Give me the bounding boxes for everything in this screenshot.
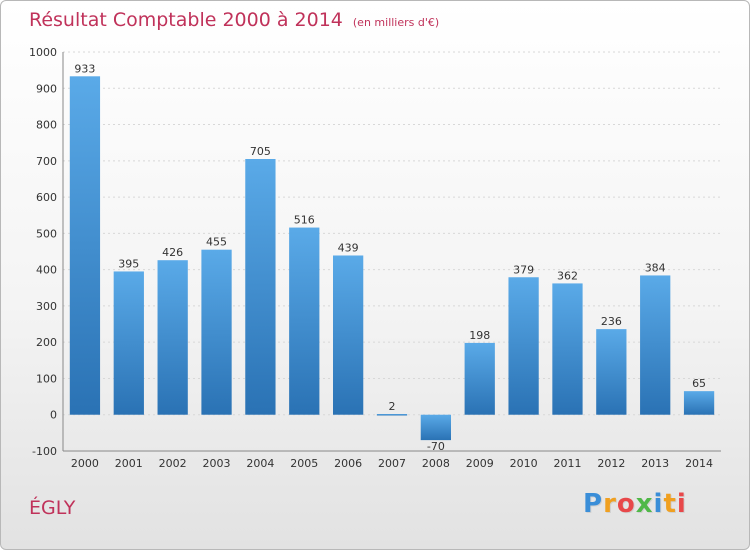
y-tick-label: 800 xyxy=(36,119,57,132)
bar xyxy=(201,249,232,415)
y-tick-label: 700 xyxy=(36,155,57,168)
data-label: -70 xyxy=(427,440,445,453)
logo-letter: i xyxy=(676,489,687,519)
bar xyxy=(245,159,276,415)
x-tick-label: 2011 xyxy=(553,457,581,470)
data-label: 439 xyxy=(338,241,359,254)
logo-letter: r xyxy=(603,489,617,519)
y-tick-label: 1000 xyxy=(29,46,57,59)
x-tick-label: 2007 xyxy=(378,457,406,470)
bar xyxy=(332,255,364,415)
data-label: 65 xyxy=(692,377,706,390)
bar xyxy=(640,275,671,415)
y-tick-label: 0 xyxy=(50,409,57,422)
logo-letter: o xyxy=(616,489,636,519)
logo-letter: x xyxy=(635,489,654,519)
bar xyxy=(289,227,320,415)
x-tick-label: 2003 xyxy=(203,457,231,470)
x-tick-label: 2009 xyxy=(466,457,494,470)
commune-name: ÉGLY xyxy=(29,497,76,519)
bar xyxy=(376,414,408,416)
chart-title: Résultat Comptable 2000 à 2014 (en millie… xyxy=(29,9,439,31)
y-tick-label: 900 xyxy=(36,82,57,95)
bar xyxy=(552,283,583,415)
data-label: 362 xyxy=(557,269,578,282)
x-tick-label: 2002 xyxy=(159,457,187,470)
y-tick-label: 100 xyxy=(36,372,57,385)
data-label: 379 xyxy=(513,263,534,276)
data-label: 426 xyxy=(162,246,183,259)
x-tick-label: 2006 xyxy=(334,457,362,470)
bar xyxy=(420,414,452,441)
x-tick-label: 2000 xyxy=(71,457,99,470)
x-tick-label: 2014 xyxy=(685,457,713,470)
x-tick-label: 2008 xyxy=(422,457,450,470)
x-tick-label: 2005 xyxy=(290,457,318,470)
y-axis: -100 0 100 200 300 400 500 600 700 800 900 1000 xyxy=(29,46,721,458)
logo-letter: t xyxy=(663,489,677,519)
logo-letter: i xyxy=(653,489,664,519)
data-labels: 933 395 426 455 705 516 439 2 -70 198 379 362 236 384… xyxy=(74,62,706,453)
y-tick-label: 400 xyxy=(36,264,57,277)
data-label: 933 xyxy=(74,62,95,75)
x-tick-label: 2010 xyxy=(510,457,538,470)
bar xyxy=(113,271,144,415)
logo-letter: P xyxy=(583,489,604,519)
bar xyxy=(508,277,539,415)
y-tick-label: 300 xyxy=(36,300,57,313)
x-tick-label: 2001 xyxy=(115,457,143,470)
x-tick-label: 2004 xyxy=(246,457,274,470)
y-tick-label: -100 xyxy=(32,445,57,458)
bar xyxy=(596,329,627,415)
bar xyxy=(464,342,495,415)
x-axis-ticks: 2000 2001 2002 2003 2004 2005 2006 2007 2008 2009… xyxy=(71,457,713,470)
data-label: 395 xyxy=(118,257,139,270)
bars xyxy=(69,76,715,441)
chart-unit: (en milliers d'€) xyxy=(352,16,440,29)
bar xyxy=(157,260,188,415)
chart-title-text: Résultat Comptable 2000 à 2014 xyxy=(29,9,343,31)
data-label: 705 xyxy=(250,145,271,158)
proxiti-logo[interactable]: Proxiti xyxy=(583,489,687,519)
bar xyxy=(683,391,715,415)
y-tick-label: 500 xyxy=(36,227,57,240)
data-label: 516 xyxy=(294,214,315,227)
data-label: 2 xyxy=(389,400,396,413)
y-tick-label: 200 xyxy=(36,336,57,349)
x-tick-label: 2013 xyxy=(641,457,669,470)
data-label: 384 xyxy=(645,261,666,274)
y-tick-label: 600 xyxy=(36,191,57,204)
x-tick-label: 2012 xyxy=(597,457,625,470)
data-label: 455 xyxy=(206,236,227,249)
bar xyxy=(69,76,101,415)
data-label: 236 xyxy=(601,315,622,328)
data-label: 198 xyxy=(469,329,490,342)
